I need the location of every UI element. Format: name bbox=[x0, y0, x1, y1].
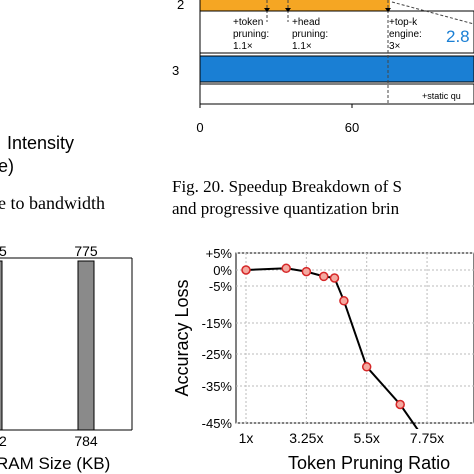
caption-line-1: Fig. 20. Speedup Breakdown of S bbox=[172, 177, 402, 196]
x-tick-label: 3.25x bbox=[289, 430, 323, 446]
y-axis-label: Accuracy Loss bbox=[172, 279, 192, 396]
x-axis-label: Token Pruning Ratio bbox=[288, 453, 450, 473]
x-tick-partial: 2 bbox=[0, 433, 7, 449]
data-point-marker bbox=[241, 265, 251, 275]
plot-area bbox=[235, 252, 474, 424]
x-tick-label: 5.5x bbox=[353, 430, 379, 446]
bar-partial bbox=[0, 260, 3, 431]
bar-784 bbox=[77, 260, 95, 431]
data-point-marker bbox=[361, 362, 372, 372]
token-pruning-label-1: +token bbox=[233, 17, 263, 28]
row-label-2: 2 bbox=[177, 0, 184, 12]
x-tick-784: 784 bbox=[74, 433, 98, 449]
y-tick-label: -15% bbox=[202, 316, 233, 331]
x-tick-label-60: 60 bbox=[345, 120, 359, 135]
token-pruning-label-3: 1.1× bbox=[233, 41, 253, 52]
head-pruning-label-2: pruning: bbox=[292, 29, 328, 40]
row-label-3: 3 bbox=[172, 63, 179, 78]
data-point-marker bbox=[339, 296, 349, 306]
caption-line-2: and progressive quantization brin bbox=[172, 199, 400, 218]
y-tick-label: +5% bbox=[206, 246, 233, 261]
grid-layer bbox=[236, 252, 474, 424]
left-title-line2: e) bbox=[0, 156, 14, 176]
x-tick-label-0: 0 bbox=[196, 120, 203, 135]
annotation-box bbox=[199, 10, 474, 54]
data-point-marker bbox=[301, 266, 312, 277]
x-tick-label: 7.75x bbox=[410, 430, 444, 446]
y-tick-label: -35% bbox=[202, 379, 233, 394]
data-point-marker bbox=[329, 273, 340, 283]
speedup-value: 2.8 bbox=[446, 27, 470, 46]
ram-size-panel: Intensity e) e to bandwidth 5 775 2 784 … bbox=[0, 133, 133, 473]
x-axis-label: RAM Size (KB) bbox=[0, 454, 110, 473]
speedup-breakdown-panel: +token pruning: 1.1× +head pruning: 1.1×… bbox=[172, 0, 474, 135]
data-point-marker bbox=[319, 271, 329, 282]
token-pruning-label-2: pruning: bbox=[233, 29, 269, 40]
head-pruning-label-3: 1.1× bbox=[292, 41, 312, 52]
tick-layer: 1x 3.25x 5.5x 7.75x +5% 0%-5% -15% -25% -35% -45% bbox=[202, 246, 445, 446]
y-tick-label: -25% bbox=[202, 347, 233, 362]
y-tick-label: 0% bbox=[213, 263, 232, 278]
data-point-marker bbox=[395, 399, 405, 410]
data-point-marker bbox=[450, 439, 458, 447]
bar-label-partial: 5 bbox=[0, 243, 7, 259]
x-tick-label: 1x bbox=[239, 430, 254, 446]
topk-label-3: 3× bbox=[389, 41, 401, 52]
topk-label-2: engine: bbox=[389, 29, 422, 40]
left-caption-fragment: e to bandwidth bbox=[0, 193, 105, 213]
topk-label-1: +top-k bbox=[389, 17, 418, 28]
blue-speedup-bar bbox=[199, 55, 474, 83]
left-title-line1: Intensity bbox=[7, 133, 74, 153]
accuracy-loss-chart: 1x 3.25x 5.5x 7.75x +5% 0%-5% -15% -25% -35% -45%… bbox=[172, 246, 474, 473]
y-tick-label: -5% bbox=[209, 279, 233, 294]
arrow-icon bbox=[264, 8, 270, 12]
projection-line bbox=[391, 1, 474, 25]
arrow-icon bbox=[285, 8, 291, 12]
bar-label-775: 775 bbox=[74, 243, 98, 259]
head-pruning-label-1: +head bbox=[292, 17, 320, 28]
accuracy-series-line bbox=[245, 267, 419, 429]
y-tick-label: -45% bbox=[202, 416, 233, 431]
marker-layer bbox=[241, 263, 458, 447]
arrow-icon bbox=[385, 8, 391, 12]
data-point-marker bbox=[281, 263, 291, 274]
orange-speedup-bar bbox=[200, 0, 390, 11]
static-quant-label: +static qu bbox=[422, 91, 461, 101]
